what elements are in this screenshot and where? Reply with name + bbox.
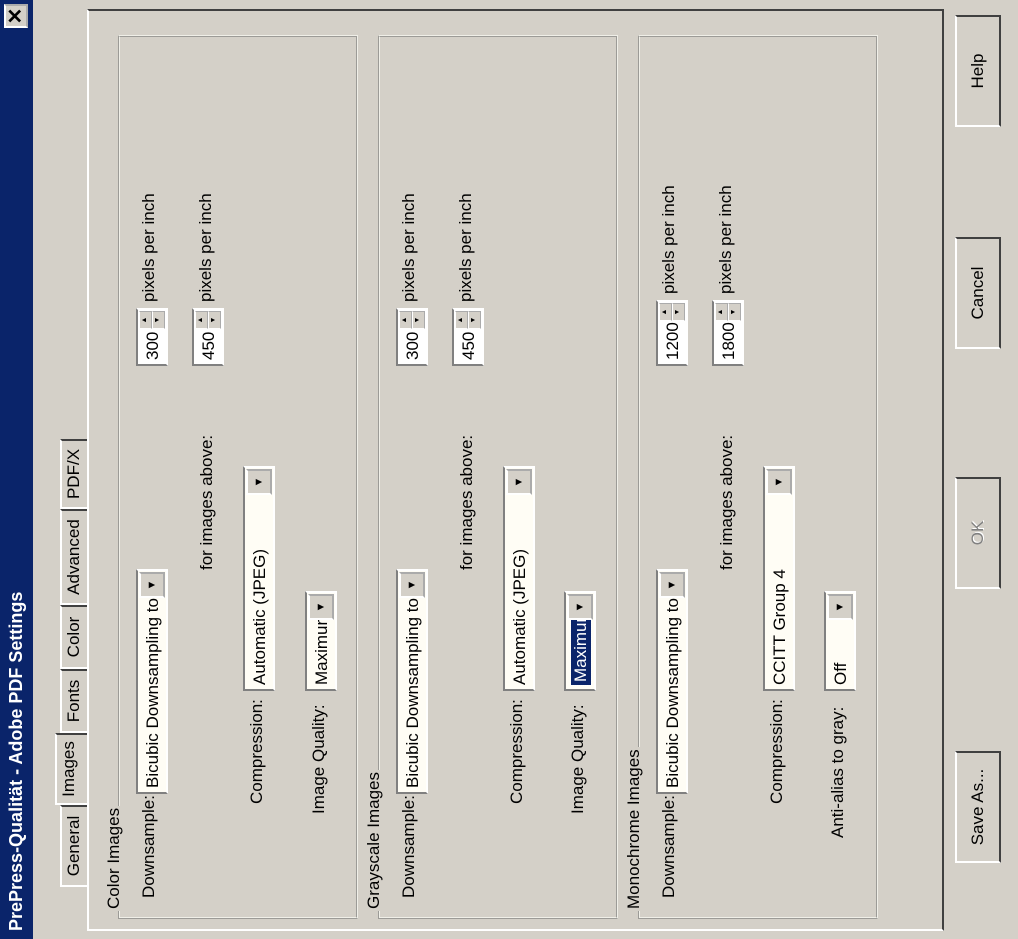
color-downsample-value: Bicubic Downsampling to xyxy=(143,598,162,788)
chevron-down-icon[interactable]: ▼ xyxy=(506,469,532,495)
color-compression-value: Automatic (JPEG) xyxy=(250,548,269,685)
tab-general[interactable]: General xyxy=(60,805,87,887)
gray-compression-label: Compression: xyxy=(507,699,526,804)
color-resolution-unit: pixels per inch xyxy=(139,193,158,302)
chevron-down-icon[interactable]: ▼ xyxy=(399,572,425,598)
color-compression-label: Compression: xyxy=(247,699,266,804)
help-button[interactable]: Help xyxy=(955,15,1001,127)
spin-down-icon[interactable]: ▼ xyxy=(208,311,221,329)
color-quality-label: Image Quality: xyxy=(309,704,328,814)
save-as-button[interactable]: Save As... xyxy=(955,751,1001,863)
chevron-down-icon[interactable]: ▼ xyxy=(567,594,593,620)
tab-pdfx[interactable]: PDF/X xyxy=(60,439,87,509)
gray-above-value: 450 xyxy=(459,331,478,360)
mono-resolution-value: 1200 xyxy=(663,322,682,360)
gray-resolution-value: 300 xyxy=(403,331,422,360)
spin-up-icon[interactable]: ▲ xyxy=(455,311,468,329)
color-images-title: Color Images xyxy=(104,805,124,911)
mono-antialias-value: Off xyxy=(831,662,850,685)
color-downsample-label: Downsample: xyxy=(139,795,158,898)
gray-compression-value: Automatic (JPEG) xyxy=(510,548,529,685)
spin-up-icon[interactable]: ▲ xyxy=(139,311,152,329)
close-icon: ✕ xyxy=(5,7,27,25)
chevron-down-icon[interactable]: ▼ xyxy=(659,572,685,598)
close-button[interactable]: ✕ xyxy=(4,4,28,28)
color-quality-value: Maximum xyxy=(312,611,331,685)
mono-antialias-label: Anti-alias to gray: xyxy=(828,706,847,838)
mono-resolution-stepper[interactable]: 1200 ▲ ▼ xyxy=(656,300,688,366)
mono-above-unit: pixels per inch xyxy=(716,185,735,294)
color-resolution-value: 300 xyxy=(143,331,162,360)
mono-downsample-select[interactable]: Bicubic Downsampling to ▼ xyxy=(656,569,688,794)
monochrome-images-title: Monochrome Images xyxy=(624,747,644,911)
gray-above-stepper[interactable]: 450 ▲ ▼ xyxy=(452,308,484,366)
mono-above-label: for images above: xyxy=(717,434,736,570)
mono-resolution-unit: pixels per inch xyxy=(659,185,678,294)
spin-down-icon[interactable]: ▼ xyxy=(672,303,685,321)
gray-downsample-label: Downsample: xyxy=(399,795,418,898)
cancel-button[interactable]: Cancel xyxy=(955,237,1001,349)
gray-quality-select[interactable]: Maximum ▼ xyxy=(564,591,596,691)
grayscale-images-title: Grayscale Images xyxy=(364,770,384,911)
spin-up-icon[interactable]: ▲ xyxy=(399,311,412,329)
color-resolution-stepper[interactable]: 300 ▲ ▼ xyxy=(136,308,168,366)
spin-down-icon[interactable]: ▼ xyxy=(728,303,741,321)
chevron-down-icon[interactable]: ▼ xyxy=(246,469,272,495)
gray-resolution-unit: pixels per inch xyxy=(399,193,418,302)
color-above-label: for images above: xyxy=(197,434,216,570)
gray-above-unit: pixels per inch xyxy=(456,193,475,302)
color-above-unit: pixels per inch xyxy=(196,193,215,302)
color-downsample-select[interactable]: Bicubic Downsampling to ▼ xyxy=(136,569,168,794)
gray-above-label: for images above: xyxy=(457,434,476,570)
window-title: PrePress-Qualität - Adobe PDF Settings xyxy=(6,591,26,931)
gray-compression-select[interactable]: Automatic (JPEG) ▼ xyxy=(503,466,535,691)
spin-down-icon[interactable]: ▼ xyxy=(412,311,425,329)
color-compression-select[interactable]: Automatic (JPEG) ▼ xyxy=(243,466,275,691)
spin-up-icon[interactable]: ▲ xyxy=(715,303,728,321)
chevron-down-icon[interactable]: ▼ xyxy=(766,469,792,495)
mono-compression-select[interactable]: CCITT Group 4 ▼ xyxy=(763,466,795,691)
spin-up-icon[interactable]: ▲ xyxy=(195,311,208,329)
mono-downsample-value: Bicubic Downsampling to xyxy=(663,598,682,788)
color-above-stepper[interactable]: 450 ▲ ▼ xyxy=(192,308,224,366)
tab-fonts[interactable]: Fonts xyxy=(60,669,87,733)
chevron-down-icon[interactable]: ▼ xyxy=(827,594,853,620)
tab-images[interactable]: Images xyxy=(55,733,87,805)
color-quality-select[interactable]: Maximum ▼ xyxy=(305,591,337,691)
ok-button[interactable]: OK xyxy=(955,477,1001,589)
mono-downsample-label: Downsample: xyxy=(659,795,678,898)
chevron-down-icon[interactable]: ▼ xyxy=(139,572,165,598)
spin-down-icon[interactable]: ▼ xyxy=(152,311,165,329)
gray-resolution-stepper[interactable]: 300 ▲ ▼ xyxy=(396,308,428,366)
spin-up-icon[interactable]: ▲ xyxy=(659,303,672,321)
mono-above-value: 1800 xyxy=(719,322,738,360)
mono-compression-value: CCITT Group 4 xyxy=(770,569,789,685)
color-above-value: 450 xyxy=(199,331,218,360)
gray-quality-label: Image Quality: xyxy=(568,704,587,814)
chevron-down-icon[interactable]: ▼ xyxy=(308,594,334,620)
mono-above-stepper[interactable]: 1800 ▲ ▼ xyxy=(712,300,744,366)
gray-downsample-value: Bicubic Downsampling to xyxy=(403,598,422,788)
spin-down-icon[interactable]: ▼ xyxy=(468,311,481,329)
tab-advanced[interactable]: Advanced xyxy=(60,509,87,605)
mono-compression-label: Compression: xyxy=(767,699,786,804)
gray-downsample-select[interactable]: Bicubic Downsampling to ▼ xyxy=(396,569,428,794)
tab-color[interactable]: Color xyxy=(60,605,87,669)
title-bar[interactable]: PrePress-Qualität - Adobe PDF Settings ✕ xyxy=(0,0,33,939)
mono-antialias-select[interactable]: Off ▼ xyxy=(824,591,856,691)
